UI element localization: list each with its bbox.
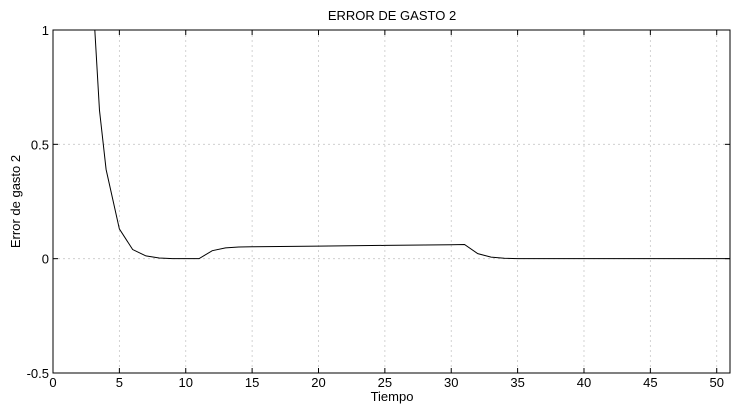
series-line	[94, 30, 730, 260]
x-axis-label: Tiempo	[371, 389, 414, 404]
x-tick-label: 25	[378, 375, 392, 390]
x-tick-label: 50	[709, 375, 723, 390]
x-tick-label: 15	[245, 375, 259, 390]
x-axis-ticks: 0 5 10 15 20 25 30 35 40 45 50	[49, 30, 724, 390]
x-tick-label: 40	[577, 375, 591, 390]
series-layer	[94, 30, 730, 260]
y-axis-ticks: -0.5 0 0.5 1	[27, 23, 730, 381]
x-tick-label: 0	[49, 375, 56, 390]
x-tick-label: 20	[311, 375, 325, 390]
x-tick-label: 10	[179, 375, 193, 390]
x-tick-label: 35	[510, 375, 524, 390]
plot-frame	[52, 29, 731, 374]
y-tick-label: -0.5	[27, 366, 49, 381]
x-tick-label: 45	[643, 375, 657, 390]
y-tick-label: 0	[42, 252, 49, 267]
y-axis-label: Error de gasto 2	[8, 155, 23, 248]
y-tick-label: 0.5	[31, 137, 49, 152]
grid-lines	[53, 30, 730, 373]
chart-title: ERROR DE GASTO 2	[328, 8, 456, 23]
x-tick-label: 5	[116, 375, 123, 390]
x-tick-label: 30	[444, 375, 458, 390]
y-tick-label: 1	[42, 23, 49, 38]
